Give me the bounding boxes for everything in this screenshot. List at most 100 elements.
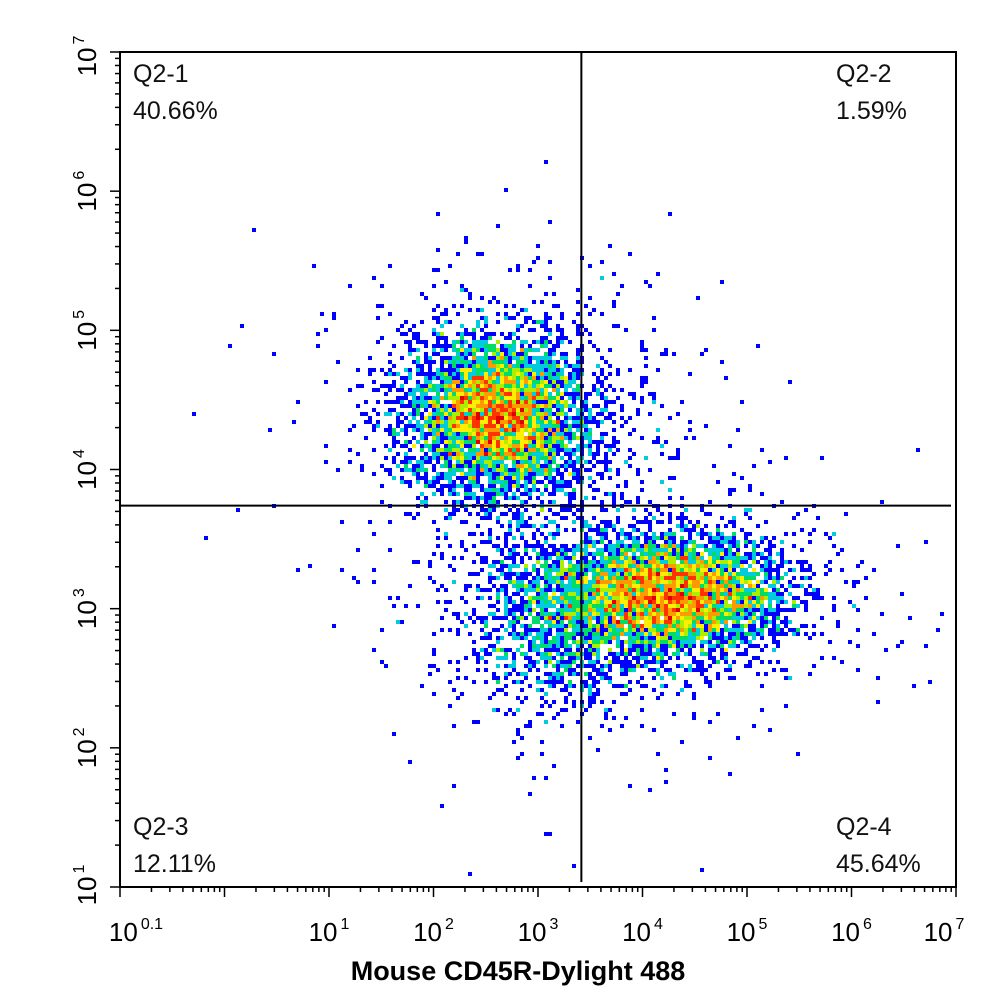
- event-dot: [460, 360, 464, 364]
- event-dot: [452, 436, 456, 440]
- event-dot: [544, 608, 548, 612]
- event-dot: [540, 432, 544, 436]
- event-dot: [544, 412, 548, 416]
- event-dot: [668, 572, 672, 576]
- event-dot: [800, 576, 804, 580]
- event-dot: [436, 412, 440, 416]
- event-dot: [464, 392, 468, 396]
- event-dot: [708, 608, 712, 612]
- event-dot: [564, 632, 568, 636]
- event-dot: [532, 428, 536, 432]
- event-dot: [448, 456, 452, 460]
- event-dot: [496, 300, 500, 304]
- event-dot: [460, 456, 464, 460]
- event-dot: [452, 392, 456, 396]
- event-dot: [736, 580, 740, 584]
- event-dot: [584, 560, 588, 564]
- event-dot: [564, 388, 568, 392]
- event-dot: [928, 680, 932, 684]
- event-dot: [388, 368, 392, 372]
- event-dot: [624, 500, 628, 504]
- event-dot: [572, 604, 576, 608]
- event-dot: [664, 540, 668, 544]
- event-dot: [676, 620, 680, 624]
- event-dot: [592, 584, 596, 588]
- event-dot: [544, 592, 548, 596]
- event-dot: [856, 644, 860, 648]
- event-dot: [472, 408, 476, 412]
- event-dot: [508, 396, 512, 400]
- event-dot: [596, 560, 600, 564]
- event-dot: [532, 348, 536, 352]
- event-dot: [752, 628, 756, 632]
- event-dot: [660, 544, 664, 548]
- event-dot: [672, 628, 676, 632]
- event-dot: [668, 416, 672, 420]
- event-dot: [436, 248, 440, 252]
- event-dot: [504, 448, 508, 452]
- event-dot: [500, 476, 504, 480]
- event-dot: [504, 380, 508, 384]
- event-dot: [628, 620, 632, 624]
- event-dot: [608, 348, 612, 352]
- event-dot: [540, 564, 544, 568]
- event-dot: [504, 572, 508, 576]
- event-dot: [684, 528, 688, 532]
- event-dot: [524, 376, 528, 380]
- event-dot: [504, 484, 508, 488]
- event-dot: [820, 596, 824, 600]
- event-dot: [696, 616, 700, 620]
- event-dot: [508, 608, 512, 612]
- event-dot: [468, 444, 472, 448]
- event-dot: [492, 672, 496, 676]
- event-dot: [628, 616, 632, 620]
- event-dot: [776, 644, 780, 648]
- event-dot: [760, 552, 764, 556]
- event-dot: [640, 628, 644, 632]
- event-dot: [672, 564, 676, 568]
- event-dot: [772, 584, 776, 588]
- event-dot: [436, 268, 440, 272]
- event-dot: [520, 308, 524, 312]
- event-dot: [528, 644, 532, 648]
- event-dot: [660, 552, 664, 556]
- event-dot: [572, 564, 576, 568]
- event-dot: [620, 668, 624, 672]
- event-dot: [700, 868, 704, 872]
- event-dot: [712, 624, 716, 628]
- event-dot: [704, 624, 708, 628]
- event-dot: [756, 572, 760, 576]
- event-dot: [636, 584, 640, 588]
- event-dot: [568, 376, 572, 380]
- event-dot: [708, 552, 712, 556]
- event-dot: [672, 616, 676, 620]
- event-dot: [556, 608, 560, 612]
- event-dot: [668, 628, 672, 632]
- event-dot: [604, 564, 608, 568]
- event-dot: [520, 412, 524, 416]
- event-dot: [436, 388, 440, 392]
- event-dot: [516, 708, 520, 712]
- event-dot: [356, 404, 360, 408]
- event-dot: [548, 672, 552, 676]
- event-dot: [788, 560, 792, 564]
- event-dot: [488, 652, 492, 656]
- event-dot: [496, 468, 500, 472]
- event-dot: [520, 456, 524, 460]
- event-dot: [564, 576, 568, 580]
- event-dot: [484, 436, 488, 440]
- event-dot: [744, 576, 748, 580]
- event-dot: [636, 576, 640, 580]
- event-dot: [748, 564, 752, 568]
- event-dot: [548, 480, 552, 484]
- event-dot: [680, 568, 684, 572]
- event-dot: [480, 496, 484, 500]
- event-dot: [648, 592, 652, 596]
- event-dot: [648, 608, 652, 612]
- event-dot: [584, 580, 588, 584]
- event-dot: [572, 700, 576, 704]
- event-dot: [524, 600, 528, 604]
- event-dot: [684, 668, 688, 672]
- event-dot: [588, 672, 592, 676]
- event-dot: [520, 444, 524, 448]
